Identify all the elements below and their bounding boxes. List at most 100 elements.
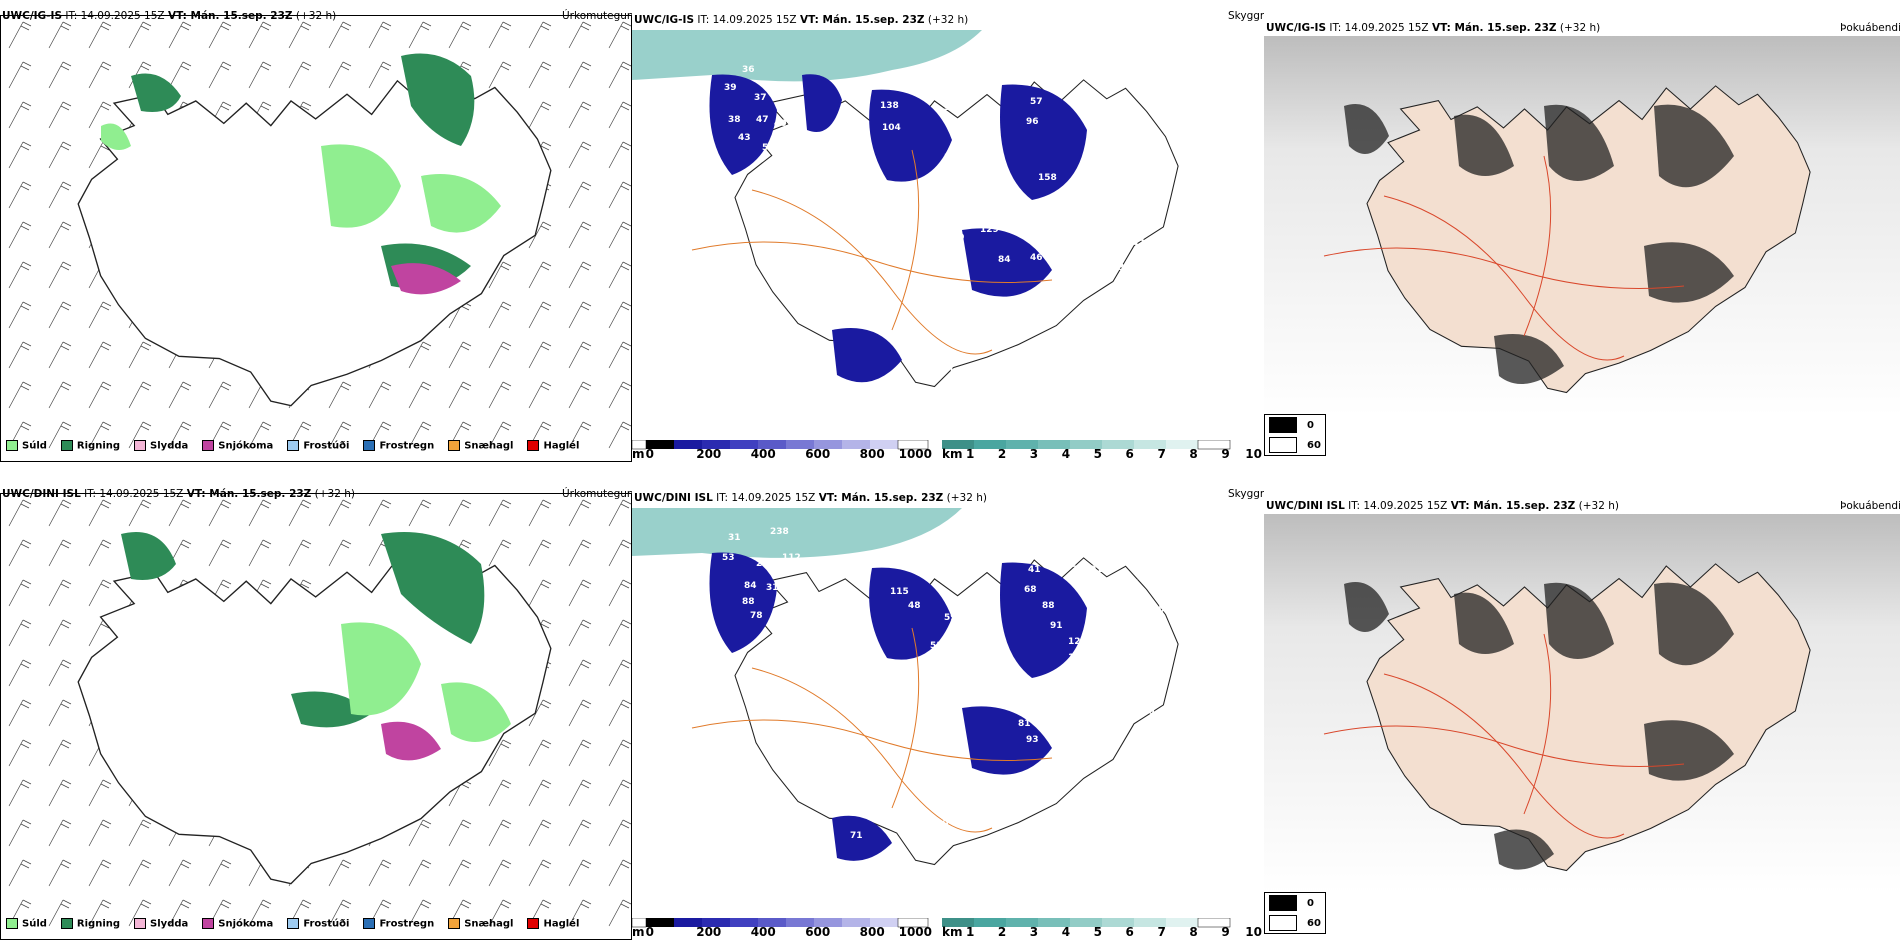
legend-frostudi: Frostúði [287,918,349,930]
cloud-label: 41 [950,251,963,261]
cloud-label: 41 [912,371,925,381]
cloud-label: 57 [1110,699,1123,709]
cloud-label: 58 [896,243,909,253]
cloud-label: 44 [780,149,793,159]
cloud-label: 47 [1134,689,1147,699]
cloud-label: 35 [944,153,957,163]
cloud-label: 88 [1042,601,1055,611]
cloud-label: 54 [762,143,775,153]
cloud-label: 40 [792,127,805,137]
cloud-label: 51 [794,649,807,659]
precip-legend: Súld Rigning Slydda Snjókoma Frostúði Fr… [6,440,579,452]
cloud-label: 36 [742,65,755,75]
cloud-colorbar: m 0 200 400 600 800 1000 km 1 2 3 4 5 6 … [631,437,1264,461]
legend-slydda: Slydda [134,440,188,452]
cloud-label: 82 [908,387,921,397]
cloud-label: 100 [914,821,933,831]
cloud-label: 81 [1076,95,1089,105]
cloud-label: 29 [868,867,881,877]
cloud-label: 38 [728,115,741,125]
cloud-label: 43 [738,133,751,143]
cloud-ceiling-areas [709,74,1087,383]
cloud-label: 40 [774,119,787,129]
fog-index-areas [1344,582,1734,870]
cloud-label: 138 [1068,653,1087,663]
legend-snjokoma: Snjókoma [202,918,273,930]
cloud-label: 44 [964,619,977,629]
cloud-label: 39 [952,233,965,243]
cloud-label: 96 [1026,117,1039,127]
cloud-label: 46 [1030,253,1043,263]
cloud-label: 158 [1038,173,1057,183]
cloud-label: 71 [850,831,863,841]
cloud-km-labels: km 1 2 3 4 5 6 7 8 9 10 [942,447,1262,461]
legend-frostudi: Frostúði [287,440,349,452]
cloud-label: 63 [1098,169,1111,179]
cloud-label: 71 [1128,621,1141,631]
cloud-km-labels: km 1 2 3 4 5 6 7 8 9 10 [942,925,1262,939]
cloud-label: 120 [1068,637,1087,647]
legend-slydda: Slydda [134,918,188,930]
cloud-label: 84 [998,255,1011,265]
cloud-label: 115 [890,587,909,597]
cloud-label: 47 [756,115,769,125]
cloud-label: 40 [1046,713,1059,723]
cloud-label: 53 [722,553,735,563]
cloud-value-labels: 31 238 53 29 112 84 31 88 78 45 41 51 12… [722,527,1193,877]
cloud-header: UWC/DINI ISL IT: 14.09.2025 15Z VT: Mán.… [634,492,988,504]
cloud-label: 57 [1030,97,1043,107]
cloud-title: Skyggni [1228,10,1270,22]
cloud-label: 59 [966,645,979,655]
cloud-label: 81 [1018,719,1031,729]
fog-title: Þokuábendi [1840,22,1900,34]
cloud-label: 32 [1118,263,1131,273]
cloud-label: 36 [952,183,965,193]
legend-snjokoma: Snjókoma [202,440,273,452]
cloud-label: 141 [884,81,903,91]
precip-snow-areas [381,721,441,761]
cloud-label: 129 [980,225,999,235]
cloud-label: 91 [1050,621,1063,631]
cloud-ceiling-areas [709,552,1087,861]
cloud-label: 88 [742,597,755,607]
cloud-label: 29 [756,559,769,569]
fog-legend: 0 60 [1264,892,1326,934]
fog-legend: 0 60 [1264,414,1326,456]
cloud-label: 48 [1144,135,1157,145]
cloud-label: 76 [1148,171,1161,181]
cloud-label: 47 [1132,239,1145,249]
cloud-label: 51 [1064,715,1077,725]
cloud-label: 86 [812,711,825,721]
cloud-m-labels: m 0 200 400 600 800 1000 [632,925,932,939]
cloud-label: 94 [1104,111,1117,121]
fog-roads [1323,155,1685,361]
cloud-label: 45 [1152,605,1165,615]
cloud-label: 66 [998,193,1011,203]
cloud-colorbar-swatches [631,917,1231,928]
cloud-label: 84 [744,581,757,591]
cloud-label: 50 [1142,707,1155,717]
cloud-label: 76 [1028,687,1041,697]
cloud-label: 42 [1180,623,1193,633]
cloud-label: 65 [1142,647,1155,657]
cloud-label: 83 [1118,677,1131,687]
cloud-label: 86 [1088,129,1101,139]
precip-map [1,494,631,939]
cloud-label: 112 [782,553,801,563]
cloud-label: 101 [1072,565,1091,575]
precip-map-frame [0,493,632,940]
fog-index-areas [1344,104,1734,384]
cloud-label: 48 [908,601,921,611]
cloud-colorbar-swatches [631,439,1231,450]
legend-snaehagl: Snæhagl [448,440,513,452]
cloud-label: 104 [882,123,901,133]
precip-drizzle-areas [341,622,511,742]
fog-roads [1323,633,1685,839]
cloud-label: 41 [774,639,787,649]
cloud-map: 36 39 37 141 38 47 40 138 43 40 104 54 4… [632,30,1189,401]
precip-map [1,16,631,461]
legend-frostregn: Frostregn [363,918,434,930]
cloud-label: 86 [1046,673,1059,683]
fog-map [1264,514,1900,894]
cloud-label: 78 [1062,299,1075,309]
